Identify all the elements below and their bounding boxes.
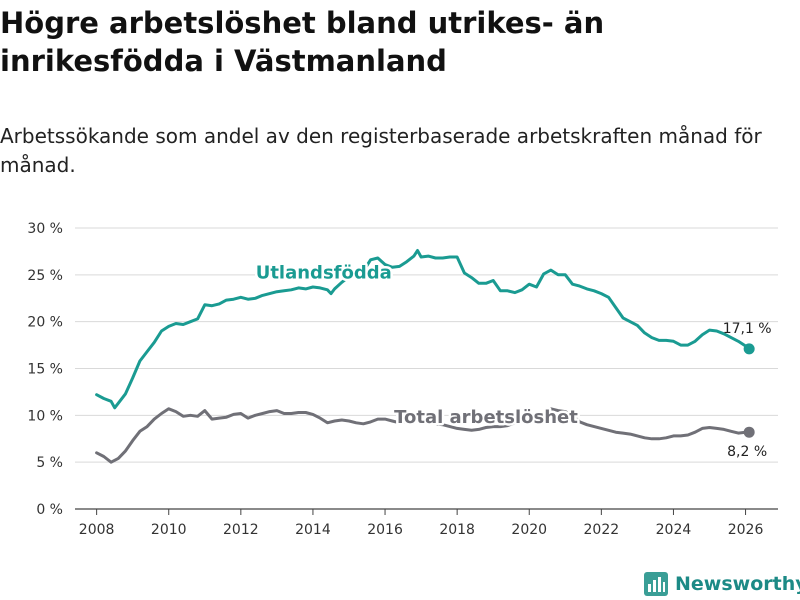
x-tick-label: 2022 [584,522,620,538]
y-tick-label: 20 % [27,315,63,331]
x-tick-label: 2026 [728,522,764,538]
y-tick-label: 10 % [27,408,63,424]
annotation-utlandsf-dda: Utlandsfödda [256,263,392,284]
series-labels: 17,1 % 8,2 % Utlandsfödda Total arbetslöshe… [253,260,772,460]
series-line-total-arbetsl-shet [95,407,751,464]
gridlines [75,227,778,510]
series-lines [95,249,755,464]
x-tick-label: 2024 [656,522,692,538]
chart-title: Högre arbetslöshet bland utrikes- än inr… [0,6,605,78]
bar-chart-logo-icon [644,572,668,596]
x-tick-label: 2012 [223,522,259,538]
y-tick-label: 30 % [27,221,63,237]
series-end-label-utlandsf-dda: 17,1 % [723,321,772,337]
series-end-dot-total-arbetsl-shet [743,426,755,438]
series-end-label-total-arbetsl-shet: 8,2 % [727,444,767,460]
x-tick-label: 2008 [79,522,115,538]
axes: 0 % 5 % 10 % 15 % 20 % 25 % 30 % 2008 2010 2012 20… [27,221,763,538]
series-end-dot-utlandsf-dda [743,343,755,355]
series-line-utlandsf-dda [95,249,751,410]
annotation-total-arbetsl-shet: Total arbetslöshet [394,407,578,428]
newsworthy-brand[interactable]: Newsworthy [644,570,800,598]
x-tick-label: 2018 [439,522,475,538]
y-tick-label: 25 % [27,268,63,284]
x-tick-label: 2014 [295,522,331,538]
x-tick-label: 2016 [367,522,403,538]
brand-name: Newsworthy [675,573,800,595]
x-tick-label: 2010 [151,522,187,538]
y-tick-label: 0 % [36,502,63,518]
x-tick-label: 2020 [511,522,547,538]
chart-subtitle: Arbetssökande som andel av den registerb… [0,124,762,177]
y-tick-label: 5 % [36,455,63,471]
y-tick-label: 15 % [27,362,63,378]
